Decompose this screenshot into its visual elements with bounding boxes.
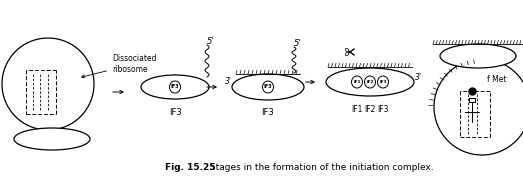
Ellipse shape <box>14 128 90 150</box>
Ellipse shape <box>169 81 180 93</box>
Text: IF3: IF3 <box>379 80 386 84</box>
Ellipse shape <box>378 76 389 88</box>
Text: 5': 5' <box>207 37 214 46</box>
Text: 3': 3' <box>415 72 422 82</box>
Text: IF1: IF1 <box>353 80 361 84</box>
Text: IF3: IF3 <box>377 105 389 114</box>
Text: IF3: IF3 <box>262 108 275 117</box>
Ellipse shape <box>440 44 516 68</box>
Text: 5': 5' <box>294 39 302 48</box>
Text: 3': 3' <box>225 78 232 86</box>
Ellipse shape <box>141 75 209 99</box>
Ellipse shape <box>263 81 274 93</box>
Text: IF3: IF3 <box>170 84 179 90</box>
Text: IF3: IF3 <box>264 84 272 90</box>
Text: IF1: IF1 <box>351 105 362 114</box>
Ellipse shape <box>365 76 376 88</box>
Text: f Met: f Met <box>487 74 506 84</box>
Circle shape <box>2 38 94 130</box>
Ellipse shape <box>351 76 362 88</box>
Text: IF2: IF2 <box>365 105 376 114</box>
Text: Dissociated
ribosome: Dissociated ribosome <box>82 54 156 78</box>
Ellipse shape <box>326 68 414 96</box>
Text: Stages in the formation of the initiation complex.: Stages in the formation of the initiatio… <box>207 163 434 171</box>
Text: IF3: IF3 <box>168 108 181 117</box>
Circle shape <box>346 52 348 56</box>
Text: Fig. 15.25: Fig. 15.25 <box>165 163 215 171</box>
Text: IF2: IF2 <box>366 80 374 84</box>
Ellipse shape <box>232 74 304 100</box>
Circle shape <box>346 48 348 52</box>
Circle shape <box>434 59 523 155</box>
